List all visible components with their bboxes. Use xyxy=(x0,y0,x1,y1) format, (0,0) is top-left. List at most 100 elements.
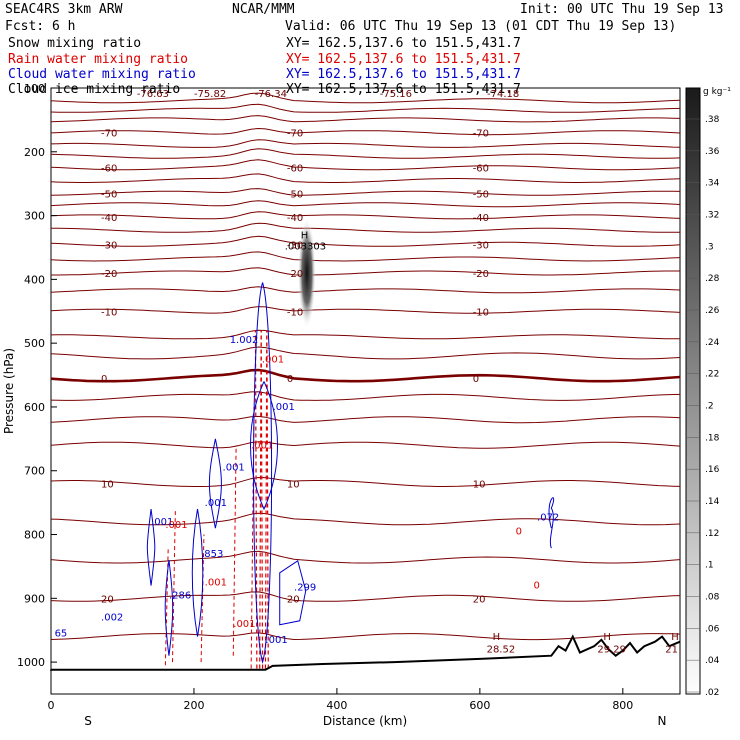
plot-frame xyxy=(50,87,681,695)
field-xy-rain: XY= 162.5,137.6 to 151.5,431.7 xyxy=(286,52,521,67)
isotherm-line xyxy=(50,139,681,148)
cloud-water-contour xyxy=(548,497,555,549)
colorbar-label: .22 xyxy=(705,370,719,380)
isotherm-label: 0 xyxy=(473,374,479,385)
isotherm-label: 10 xyxy=(473,479,486,490)
snow-max-label: .003303 xyxy=(285,242,326,253)
cloud-water-label: .001 xyxy=(265,635,287,646)
isotherm-label: -20 xyxy=(473,269,489,280)
isotherm-label: -40 xyxy=(287,213,303,224)
cloud-water-contour xyxy=(146,508,156,586)
colorbar-label: .04 xyxy=(705,656,720,666)
model-title: SEAC4RS 3km ARW xyxy=(5,2,123,17)
colorbar: g kg⁻¹ .38 .36 .34 .32 .3 .28 .26 .24 .22 .2 .18 .1… xyxy=(685,87,731,698)
surface-max-label: 21 xyxy=(665,645,678,656)
valid-time: Valid: 06 UTC Thu 19 Sep 13 (01 CDT Thu … xyxy=(285,19,676,34)
isotherm-label: -50 xyxy=(287,189,303,200)
y-tick-label: 200 xyxy=(24,146,45,159)
colorbar-unit: g kg⁻¹ xyxy=(703,87,731,97)
cloud-water-label: .002 xyxy=(101,613,123,624)
cloud-water-label: .286 xyxy=(169,590,191,601)
convective-core xyxy=(146,282,555,669)
colorbar-label: .02 xyxy=(705,688,719,698)
isotherm-line xyxy=(50,211,681,220)
isotherm-label: -10 xyxy=(473,307,489,318)
temperature-contours xyxy=(50,92,681,641)
cloud-water-label: .072 xyxy=(537,512,559,523)
y-tick-label: 600 xyxy=(24,401,45,414)
min-temp-label: -75.16 xyxy=(380,89,412,100)
rain-contour xyxy=(254,330,258,669)
isotherm-label: -70 xyxy=(473,129,489,140)
isotherm-label: 20 xyxy=(473,594,486,605)
rain-contour xyxy=(260,330,264,669)
y-axis-title: Pressure (hPa) xyxy=(2,348,16,434)
isotherm-label: -30 xyxy=(287,240,303,251)
colorbar-label: .08 xyxy=(705,593,720,603)
surface-max-marker: H xyxy=(603,632,611,643)
isotherm-line xyxy=(50,92,681,104)
colorbar-label: .32 xyxy=(705,211,719,221)
isotherm-label: -20 xyxy=(287,269,303,280)
isotherm-label: -60 xyxy=(101,164,117,175)
cloud-water-contour xyxy=(164,559,174,656)
x-axis-title: Distance (km) xyxy=(323,714,407,728)
colorbar-label: .2 xyxy=(705,402,714,412)
y-tick-label: 400 xyxy=(24,273,45,286)
colorbar-label: .26 xyxy=(705,306,720,316)
isotherm-label: -50 xyxy=(473,189,489,200)
colorbar-label: .12 xyxy=(705,529,719,539)
terrain-surface xyxy=(50,634,681,671)
cloud-water-label: .001 xyxy=(151,517,173,528)
surface-line xyxy=(50,634,681,671)
surface-max-marker: H xyxy=(493,632,501,643)
colorbar-label: .16 xyxy=(705,465,720,475)
forecast-hour: Fcst: 6 h xyxy=(5,19,75,34)
cloud-water-contour xyxy=(208,438,222,529)
isotherm-line xyxy=(50,512,681,526)
isotherm-line xyxy=(50,346,681,360)
colorbar-label: .38 xyxy=(705,115,720,125)
rain-contour xyxy=(200,534,205,663)
min-temp-label: -76.34 xyxy=(255,89,287,100)
cloud-water-label: 65 xyxy=(55,629,68,640)
isotherm-line xyxy=(50,235,681,247)
isotherm-label: -20 xyxy=(101,269,117,280)
rain-label: .001 xyxy=(251,440,273,451)
colorbar-label: .06 xyxy=(705,624,720,634)
cloud-water-contour xyxy=(253,282,273,664)
rain-label: 0 xyxy=(533,581,539,592)
rain-label: .001 xyxy=(165,520,187,531)
isotherm-line xyxy=(50,441,681,449)
isotherm-line xyxy=(51,222,680,233)
snow-max-marker: H xyxy=(301,231,309,242)
isotherm-line xyxy=(50,550,681,564)
isotherm-label: -50 xyxy=(101,189,117,200)
isotherm-line xyxy=(50,127,681,136)
rain-label: 0 xyxy=(516,527,522,538)
header: SEAC4RS 3km ARW NCAR/MMM Init: 00 UTC Th… xyxy=(5,2,724,97)
cloud-water-contour xyxy=(279,559,307,626)
field-label-rain: Rain water mixing ratio xyxy=(8,52,188,67)
colorbar-label: .14 xyxy=(705,497,720,507)
x-tick-label: 400 xyxy=(326,699,347,712)
isotherm-line xyxy=(50,200,681,208)
colorbar-label: .3 xyxy=(705,242,714,252)
isotherm-label: -30 xyxy=(473,240,489,251)
cloud-water-label: .001 xyxy=(273,402,295,413)
isotherm-line xyxy=(50,329,680,340)
min-temp-label: -76.63 xyxy=(137,89,169,100)
isotherm-label: 10 xyxy=(287,479,300,490)
isotherm-line xyxy=(51,267,680,276)
isotherm-label: -10 xyxy=(101,307,117,318)
colorbar-label: .18 xyxy=(705,433,720,443)
init-label: Init: 00 UTC Thu 19 Sep 13 xyxy=(520,2,724,17)
cloud-water-label: .853 xyxy=(201,549,223,560)
x-tick-label: 800 xyxy=(612,699,633,712)
cloud-water-contour xyxy=(250,381,279,511)
isotherm-label: 20 xyxy=(287,594,300,605)
field-xy-snow: XY= 162.5,137.6 to 151.5,431.7 xyxy=(286,36,521,51)
min-temp-label: -75.82 xyxy=(194,89,226,100)
x-endpoint-north: N xyxy=(658,714,667,728)
